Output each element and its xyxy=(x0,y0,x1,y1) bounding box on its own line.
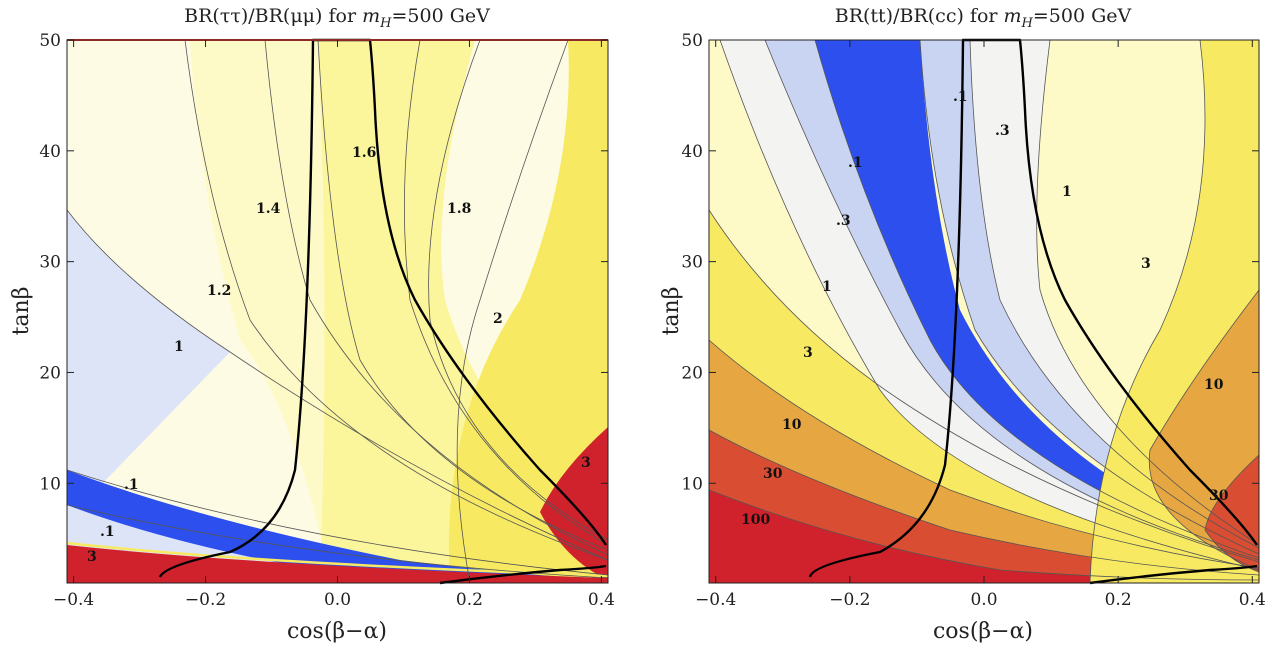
right-label-4: 1 xyxy=(1062,184,1072,200)
right-y-tick-label-3: 40 xyxy=(681,142,703,162)
right-panel: BR(tt)/BR(cc) for mH=500 GeV xyxy=(659,5,1266,644)
left-y-tick-label-1: 20 xyxy=(39,363,61,383)
left-label-8: 3 xyxy=(581,455,591,471)
left-y-tick-label-3: 40 xyxy=(39,142,61,162)
right-label-10: 30 xyxy=(1209,488,1229,504)
region-1-6-to-2 xyxy=(318,40,608,583)
right-boundary-curve xyxy=(808,38,1258,578)
left-y-tick-label-4: 50 xyxy=(39,31,61,51)
left-boundary-bottom xyxy=(439,564,607,585)
right-axis-ticks: −0.4 −0.2 0.0 0.2 0.4 10 20 30 40 50 xyxy=(681,31,1265,610)
right-y-tick-label-0: 10 xyxy=(681,474,703,494)
right-label-6: 3 xyxy=(1141,256,1151,272)
left-x-tick-label-0: −0.4 xyxy=(53,590,94,610)
right-label-11: 30 xyxy=(763,466,783,482)
left-label-7: 2 xyxy=(493,311,503,327)
left-label-3: 1.2 xyxy=(207,283,231,299)
right-x-tick-label-0: −0.4 xyxy=(695,590,736,610)
region-3-bottom xyxy=(67,545,608,583)
region-light-gray xyxy=(720,40,1259,570)
right-label-8: 10 xyxy=(1204,377,1224,393)
right-x-tick-label-1: −0.2 xyxy=(829,590,870,610)
right-label-7: 3 xyxy=(803,345,813,361)
right-label-12: 100 xyxy=(741,512,770,528)
right-title: BR(tt)/BR(cc) for mH=500 GeV xyxy=(835,5,1132,31)
region-3-top-right xyxy=(540,427,608,580)
right-x-label: cos(β−α) xyxy=(933,619,1033,644)
yellow-sliver xyxy=(67,541,608,578)
region-gt-2 xyxy=(448,40,608,583)
right-label-5: 1 xyxy=(822,279,832,295)
right-label-2: .3 xyxy=(995,123,1010,139)
right-x-tick-label-2: 0.0 xyxy=(970,590,997,610)
right-y-label: tanβ xyxy=(659,287,684,336)
left-x-tick-label-4: 0.4 xyxy=(588,590,615,610)
right-y-tick-label-4: 50 xyxy=(681,31,703,51)
left-y-tick-label-2: 30 xyxy=(39,253,61,273)
region-pale-blue xyxy=(67,210,230,520)
region-blue-band xyxy=(67,470,608,583)
right-boundary-bottom xyxy=(1089,564,1258,585)
left-label-9: 3 xyxy=(87,549,97,565)
left-y-label: tanβ xyxy=(9,287,34,336)
left-x-tick-label-2: 0.0 xyxy=(324,590,351,610)
left-x-tick-label-3: 0.2 xyxy=(456,590,483,610)
right-label-3: .3 xyxy=(836,213,851,229)
left-contour-regions xyxy=(67,40,608,583)
left-label-2: 1 xyxy=(174,339,184,355)
left-label-0: .1 xyxy=(124,477,139,493)
left-x-tick-label-1: −0.2 xyxy=(185,590,226,610)
left-label-6: 1.8 xyxy=(447,201,471,217)
region-blue xyxy=(815,40,1259,558)
left-panel: BR(ττ)/BR(μμ) for mH=500 GeV xyxy=(9,5,615,644)
left-label-4: 1.4 xyxy=(256,201,281,217)
left-label-5: 1.6 xyxy=(352,145,376,161)
right-y-tick-label-2: 30 xyxy=(681,253,703,273)
left-label-1: .1 xyxy=(100,524,115,540)
left-contour-lines xyxy=(67,40,608,583)
right-label-9: 10 xyxy=(782,417,802,433)
left-boundary-curve xyxy=(158,38,608,578)
left-title: BR(ττ)/BR(μμ) for mH=500 GeV xyxy=(184,5,490,31)
right-label-1: .1 xyxy=(848,155,863,171)
left-axis-ticks: −0.4 −0.2 0.0 0.2 0.4 10 20 30 40 50 xyxy=(39,31,615,610)
right-y-tick-label-1: 20 xyxy=(681,363,703,383)
right-x-tick-label-4: 0.4 xyxy=(1239,590,1266,610)
right-contour-lines xyxy=(709,40,1259,583)
left-y-tick-label-0: 10 xyxy=(39,474,61,494)
right-label-0: .1 xyxy=(953,89,968,105)
region-light-blue xyxy=(765,40,1259,562)
region-light-blue-2 xyxy=(920,40,1259,554)
left-x-label: cos(β−α) xyxy=(287,619,387,644)
right-x-tick-label-3: 0.2 xyxy=(1105,590,1132,610)
